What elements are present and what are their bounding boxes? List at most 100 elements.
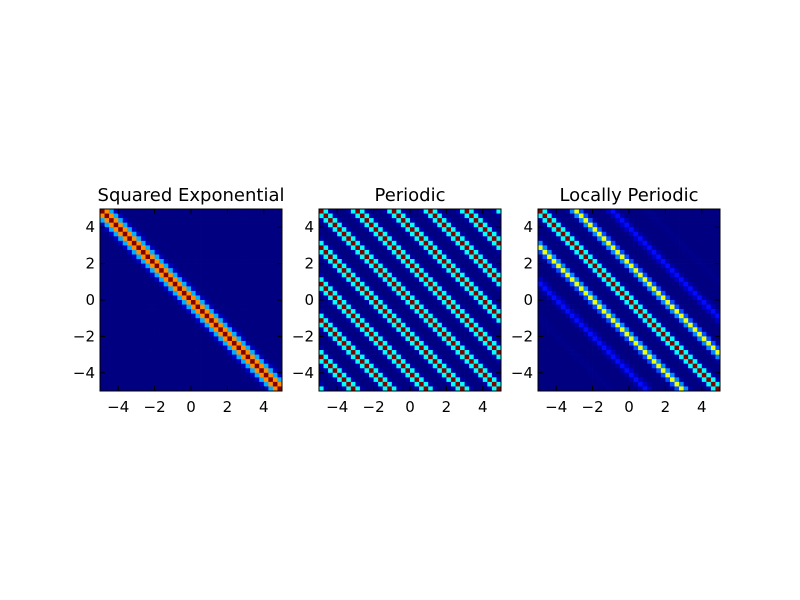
heatmap-cell xyxy=(688,304,694,310)
heatmap-cell xyxy=(405,386,411,392)
heatmap-cell xyxy=(359,372,365,378)
heatmap-cell xyxy=(364,245,370,251)
heatmap-cell xyxy=(414,322,420,328)
heatmap-cell xyxy=(104,368,110,374)
heatmap-cell xyxy=(168,313,174,319)
heatmap-cell xyxy=(145,354,151,360)
heatmap-cell xyxy=(359,313,365,319)
heatmap-cell xyxy=(683,272,689,278)
heatmap-cell xyxy=(487,309,493,314)
y-tick-label: −2 xyxy=(511,327,533,345)
heatmap-cell xyxy=(373,322,379,328)
heatmap-cell xyxy=(241,354,246,360)
heatmap-cell xyxy=(373,340,379,346)
heatmap-cell xyxy=(455,304,461,310)
heatmap-cell xyxy=(241,209,246,214)
heatmap-cell xyxy=(542,254,548,260)
heatmap-cell xyxy=(163,345,169,351)
heatmap-cell xyxy=(610,236,616,242)
heatmap-cell xyxy=(268,240,274,246)
heatmap-cell xyxy=(446,322,452,328)
heatmap-cell xyxy=(323,249,329,255)
heatmap-cell xyxy=(701,209,707,214)
heatmap-cell xyxy=(565,259,571,264)
heatmap-cell xyxy=(569,259,575,264)
heatmap-cell xyxy=(683,336,689,342)
heatmap-cell xyxy=(473,327,479,333)
heatmap-cell xyxy=(387,209,393,214)
heatmap-cell xyxy=(168,304,174,310)
heatmap-cell xyxy=(588,336,593,342)
heatmap-cell xyxy=(610,240,616,246)
heatmap-cell xyxy=(706,304,712,310)
heatmap-cell xyxy=(597,363,603,369)
heatmap-cell xyxy=(200,368,205,374)
heatmap-cell xyxy=(168,372,174,378)
heatmap-cell xyxy=(565,309,571,314)
heatmap-cell xyxy=(432,290,438,296)
heatmap-cell xyxy=(473,240,479,246)
heatmap-cell xyxy=(369,218,374,223)
heatmap-cell xyxy=(113,236,119,242)
heatmap-cell xyxy=(168,277,174,283)
heatmap-cell xyxy=(346,363,352,369)
heatmap-cell xyxy=(574,304,580,310)
heatmap-cell xyxy=(245,268,251,274)
heatmap-cell xyxy=(250,322,256,328)
heatmap-cell xyxy=(396,286,402,292)
heatmap-cell xyxy=(547,350,552,355)
heatmap-cell xyxy=(679,249,684,255)
heatmap-cell xyxy=(263,263,269,269)
heatmap-cell xyxy=(538,359,543,365)
heatmap-cell xyxy=(332,236,338,242)
heatmap-cell xyxy=(482,290,488,296)
heatmap-cell xyxy=(473,359,479,365)
heatmap-cell xyxy=(177,309,183,314)
heatmap-cell xyxy=(610,268,616,274)
heatmap-cell xyxy=(328,300,333,305)
heatmap-cell xyxy=(464,368,470,374)
heatmap-cell xyxy=(410,259,415,264)
heatmap-cell xyxy=(619,231,625,237)
heatmap-cell xyxy=(588,281,593,287)
heatmap-cell xyxy=(556,249,562,255)
heatmap-cell xyxy=(624,331,630,337)
heatmap-cell xyxy=(647,350,653,355)
heatmap-cell xyxy=(478,240,484,246)
heatmap-cell xyxy=(638,377,643,383)
heatmap-cell xyxy=(551,249,557,255)
heatmap-cell xyxy=(272,295,278,301)
heatmap-cell xyxy=(428,286,434,292)
heatmap-cell xyxy=(473,386,479,392)
heatmap-cell xyxy=(710,240,716,246)
heatmap-cell xyxy=(222,318,228,324)
heatmap-cell xyxy=(715,386,721,392)
heatmap-cell xyxy=(455,272,461,278)
heatmap-cell xyxy=(341,213,347,219)
heatmap-cell xyxy=(213,245,219,251)
heatmap-cell xyxy=(606,268,612,274)
heatmap-cell xyxy=(195,286,201,292)
heatmap-cell xyxy=(186,249,192,255)
heatmap-cell xyxy=(419,240,424,246)
heatmap-cell xyxy=(140,218,146,223)
heatmap-cell xyxy=(191,300,196,305)
heatmap-cell xyxy=(423,209,429,214)
heatmap-cell xyxy=(473,363,479,369)
heatmap-cell xyxy=(218,381,224,387)
heatmap-cell xyxy=(556,209,562,214)
heatmap-cell xyxy=(319,386,324,392)
heatmap-cell xyxy=(350,377,356,383)
heatmap-cell xyxy=(181,286,187,292)
heatmap-cell xyxy=(109,304,114,310)
heatmap-cell xyxy=(268,209,274,214)
heatmap-cell xyxy=(163,322,169,328)
heatmap-cell xyxy=(209,245,215,251)
heatmap-cell xyxy=(268,313,274,319)
heatmap-cell xyxy=(460,359,465,365)
heatmap-cell xyxy=(665,259,671,264)
heatmap-cell xyxy=(715,268,721,274)
heatmap-cell xyxy=(478,300,484,305)
heatmap-cell xyxy=(204,331,210,337)
heatmap-cell xyxy=(633,304,639,310)
